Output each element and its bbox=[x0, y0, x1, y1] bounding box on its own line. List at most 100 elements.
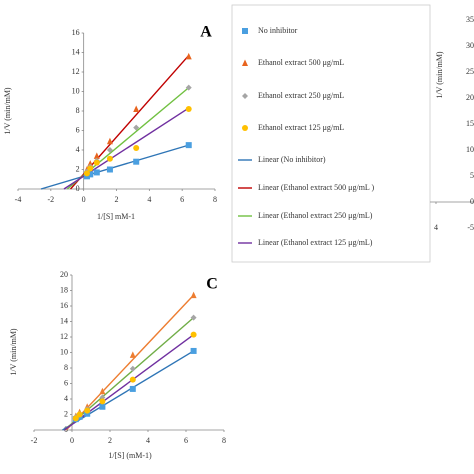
x-tick-label: 2 bbox=[115, 195, 119, 204]
y-tick-label: 35 bbox=[466, 15, 474, 24]
legend-label: Ethanol extract 125 μg/mL bbox=[258, 123, 344, 132]
legend-label: Ethanol extract 250 μg/mL bbox=[258, 91, 344, 100]
x-tick-label: 4 bbox=[147, 195, 151, 204]
y-axis-label: 1/V (min/mM) bbox=[9, 328, 18, 376]
y-tick-label: 5 bbox=[470, 171, 474, 180]
legend-label: No inhibitor bbox=[258, 26, 298, 35]
x-tick-label: -2 bbox=[47, 195, 54, 204]
y-tick-label: 16 bbox=[60, 301, 68, 310]
y-tick-label: 20 bbox=[466, 93, 474, 102]
y-tick-label: 4 bbox=[76, 145, 80, 154]
x-axis-label: 1/[S] mM-1 bbox=[97, 212, 135, 221]
point bbox=[133, 124, 140, 131]
y-tick-label: 0 bbox=[76, 184, 80, 193]
point bbox=[133, 145, 140, 152]
point bbox=[106, 137, 113, 145]
x-tick-label: 4 bbox=[146, 436, 150, 445]
point bbox=[129, 365, 136, 372]
fit-line bbox=[63, 107, 190, 190]
y-tick-label: 0 bbox=[470, 197, 474, 206]
point bbox=[106, 155, 113, 162]
x-tick-label: 8 bbox=[222, 436, 226, 445]
y-tick-label: 25 bbox=[466, 67, 474, 76]
point bbox=[129, 385, 136, 392]
point bbox=[129, 351, 136, 358]
legend-label: Linear (No inhibitor) bbox=[258, 155, 326, 164]
panel-letter: C bbox=[206, 276, 218, 293]
y-tick-label: 6 bbox=[64, 378, 68, 387]
x-axis-label: 1/[S] (mM-1) bbox=[108, 451, 152, 460]
x-tick-label: 6 bbox=[184, 436, 188, 445]
y-axis-label: 1/V (min/mM) bbox=[3, 87, 12, 135]
legend-box bbox=[231, 4, 431, 263]
y-tick-label: -5 bbox=[467, 223, 474, 232]
point bbox=[133, 158, 140, 165]
x-tick-label: 6 bbox=[180, 195, 184, 204]
point bbox=[106, 147, 113, 153]
x-tick-label: -2 bbox=[31, 436, 38, 445]
point bbox=[87, 171, 94, 178]
point bbox=[99, 387, 106, 395]
x-tick-label: 8 bbox=[213, 195, 217, 204]
y-tick-label: 16 bbox=[72, 28, 80, 37]
point bbox=[99, 403, 106, 410]
x-tick-label: 2 bbox=[108, 436, 112, 445]
legend-label: Ethanol extract 500 μg/mL bbox=[258, 58, 344, 67]
y-tick-label: 8 bbox=[76, 106, 80, 115]
y-tick-label: 20 bbox=[60, 270, 68, 279]
point bbox=[87, 165, 94, 172]
legend-marker bbox=[242, 28, 248, 34]
point bbox=[190, 347, 197, 354]
fit-line bbox=[62, 350, 194, 431]
y-tick-label: 2 bbox=[64, 409, 68, 418]
point bbox=[99, 398, 106, 405]
y-tick-label: 10 bbox=[60, 347, 68, 356]
point bbox=[106, 166, 113, 173]
y-tick-label: 6 bbox=[76, 125, 80, 134]
y-tick-label: 12 bbox=[60, 332, 68, 341]
point bbox=[84, 407, 91, 414]
y-axis-label: 1/V (min/mM) bbox=[435, 51, 444, 99]
panel-letter: A bbox=[200, 24, 212, 41]
y-tick-label: 10 bbox=[466, 145, 474, 154]
x-tick-label: 0 bbox=[82, 195, 86, 204]
y-tick-label: 8 bbox=[64, 363, 68, 372]
fit-line bbox=[40, 144, 189, 190]
legend-marker bbox=[242, 125, 248, 131]
y-tick-label: 2 bbox=[76, 164, 80, 173]
point bbox=[84, 410, 91, 417]
point bbox=[76, 411, 83, 418]
point bbox=[190, 291, 197, 299]
point bbox=[185, 142, 192, 149]
legend-label: Linear (Ethanol extract 500 μg/mL ) bbox=[258, 183, 375, 192]
point bbox=[185, 52, 192, 60]
y-tick-label: 10 bbox=[72, 86, 80, 95]
point bbox=[83, 170, 90, 177]
point bbox=[87, 160, 94, 167]
x-tick-label: 0 bbox=[70, 436, 74, 445]
y-tick-label: 30 bbox=[466, 41, 474, 50]
legend-marker bbox=[242, 59, 248, 66]
y-tick-label: 15 bbox=[466, 119, 474, 128]
y-tick-label: 14 bbox=[72, 47, 80, 56]
y-tick-label: 14 bbox=[60, 316, 68, 325]
point bbox=[133, 105, 140, 113]
legend-label: Linear (Ethanol extract 250 μg/mL) bbox=[258, 211, 373, 220]
y-tick-label: 12 bbox=[72, 67, 80, 76]
y-tick-label: 18 bbox=[60, 285, 68, 294]
legend-marker bbox=[242, 93, 248, 99]
point bbox=[72, 415, 79, 422]
point bbox=[93, 152, 100, 159]
point bbox=[129, 376, 136, 383]
x-tick-label: 4 bbox=[434, 223, 438, 232]
legend-label: Linear (Ethanol extract 125 μg/mL) bbox=[258, 238, 373, 247]
point bbox=[190, 331, 197, 338]
fit-line bbox=[63, 334, 195, 431]
point bbox=[93, 169, 100, 176]
fit-line bbox=[63, 317, 195, 431]
point bbox=[190, 314, 197, 321]
point bbox=[185, 106, 192, 113]
point bbox=[93, 159, 100, 166]
point bbox=[185, 84, 192, 91]
